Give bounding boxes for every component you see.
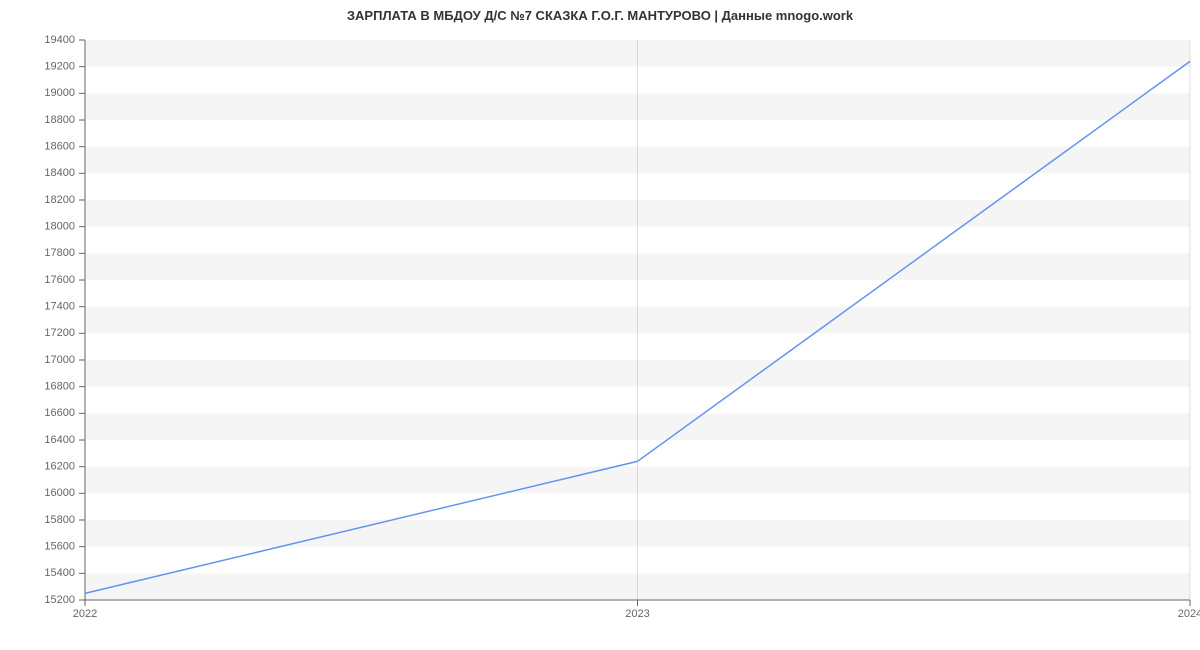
y-tick-label: 16200 xyxy=(44,461,75,473)
y-tick-label: 15400 xyxy=(44,567,75,579)
x-tick-label: 2024 xyxy=(1178,608,1200,620)
y-tick-label: 15200 xyxy=(44,594,75,606)
y-tick-label: 16600 xyxy=(44,407,75,419)
x-tick-label: 2023 xyxy=(625,608,649,620)
salary-chart: ЗАРПЛАТА В МБДОУ Д/С №7 СКАЗКА Г.О.Г. МА… xyxy=(0,0,1200,650)
y-tick-label: 18600 xyxy=(44,141,75,153)
y-tick-label: 17200 xyxy=(44,327,75,339)
y-tick-label: 18200 xyxy=(44,194,75,206)
y-tick-label: 18000 xyxy=(44,221,75,233)
y-tick-label: 19000 xyxy=(44,87,75,99)
chart-svg: 15200 15400 15600 15800 16000 16200 16400 16600… xyxy=(0,0,1200,650)
y-tick-label: 19200 xyxy=(44,61,75,73)
y-tick-label: 17000 xyxy=(44,354,75,366)
y-tick-label: 16000 xyxy=(44,487,75,499)
x-tick-label: 2022 xyxy=(73,608,97,620)
y-tick-label: 19400 xyxy=(44,34,75,46)
y-tick-label: 15800 xyxy=(44,514,75,526)
y-tick-label: 18400 xyxy=(44,167,75,179)
y-tick-label: 17800 xyxy=(44,247,75,259)
y-tick-label: 16400 xyxy=(44,434,75,446)
y-tick-label: 16800 xyxy=(44,381,75,393)
y-tick-label: 17400 xyxy=(44,301,75,313)
y-tick-label: 18800 xyxy=(44,114,75,126)
y-tick-label: 15600 xyxy=(44,541,75,553)
y-tick-label: 17600 xyxy=(44,274,75,286)
